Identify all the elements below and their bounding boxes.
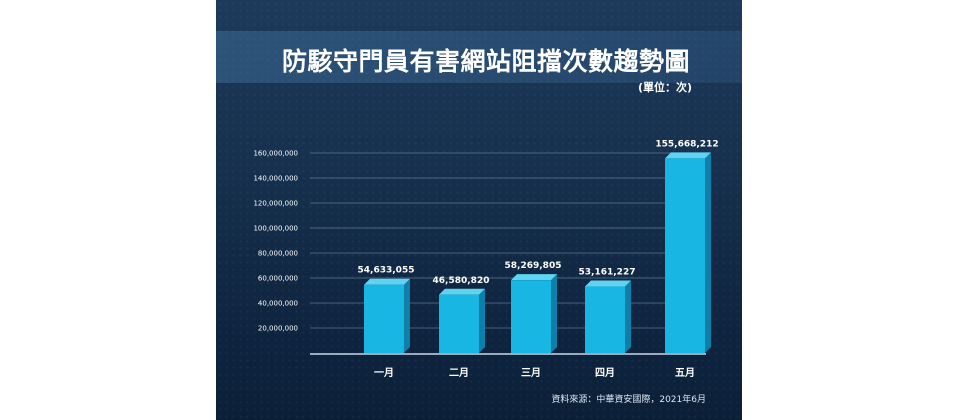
- bar-side: [625, 280, 631, 353]
- bar-front: [439, 294, 479, 353]
- unit-label: (單位：次): [637, 81, 692, 94]
- chart-title: 防駭守門員有害網站阻擋次數趨勢圖: [281, 47, 690, 76]
- bar-top: [439, 288, 485, 295]
- y-tick-label: 100,000,000: [253, 225, 298, 233]
- bar-front: [665, 158, 705, 353]
- y-tick-label: 60,000,000: [258, 275, 298, 283]
- bar-front: [511, 280, 551, 353]
- bar-top: [585, 280, 631, 287]
- x-category-label: 一月: [374, 367, 394, 379]
- data-label: 46,580,820: [433, 276, 490, 286]
- chart-card: 防駭守門員有害網站阻擋次數趨勢圖 (單位：次) 20,000,000 40,000…: [216, 0, 742, 420]
- bar: [511, 274, 557, 353]
- bar-top: [511, 274, 557, 281]
- bar-side: [404, 278, 410, 353]
- title-band: [216, 31, 742, 83]
- data-label: 54,633,055: [358, 266, 415, 276]
- x-category-label: 二月: [449, 367, 469, 379]
- bar-top: [364, 278, 410, 285]
- bar-front: [585, 286, 625, 353]
- y-tick-label: 120,000,000: [253, 200, 298, 208]
- source-label: 資料來源：中華資安國際，2021年6月: [551, 395, 706, 405]
- y-tick-label: 80,000,000: [258, 250, 298, 258]
- bar-side: [551, 274, 557, 353]
- x-category-label: 四月: [595, 367, 615, 379]
- data-label: 53,161,227: [579, 268, 636, 278]
- y-tick-label: 160,000,000: [253, 150, 298, 158]
- bar: [585, 280, 631, 353]
- bar-front: [364, 284, 404, 353]
- bar: [439, 288, 485, 353]
- data-label: 58,269,805: [505, 261, 562, 271]
- data-label: 155,668,212: [655, 139, 718, 149]
- bar-side: [705, 152, 711, 353]
- bar: [665, 152, 711, 353]
- x-category-label: 三月: [521, 367, 541, 379]
- y-tick-label: 40,000,000: [258, 300, 298, 308]
- bar-top: [665, 152, 711, 159]
- bar-side: [479, 288, 485, 353]
- y-tick-label: 20,000,000: [258, 325, 298, 333]
- bar-chart: 20,000,000 40,000,000 60,000,000 80,000,000…: [253, 139, 718, 379]
- y-tick-label: 140,000,000: [253, 175, 298, 183]
- bar: [364, 278, 410, 353]
- x-category-label: 五月: [675, 367, 695, 379]
